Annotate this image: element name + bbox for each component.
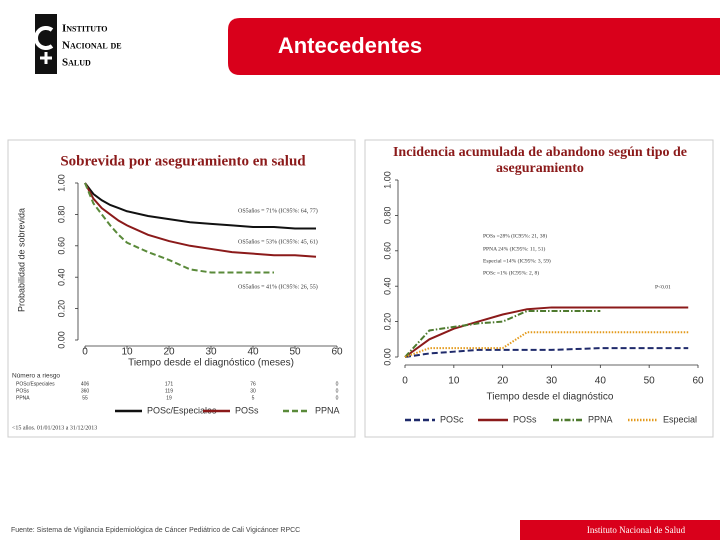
annotation: PPNA 24% (IC95%: 11, 51)	[483, 245, 545, 252]
legend-label: PPNA	[315, 405, 340, 415]
legend-label: PPNA	[588, 414, 613, 424]
legend-label: POSc/Especiales	[147, 405, 217, 415]
x-axis-title: Tiempo desde el diagnóstico (meses)	[128, 358, 294, 369]
risk-row-name: POSc/Especiales	[16, 381, 55, 387]
series-line	[84, 182, 316, 230]
annotation: Especial =14% (IC95%: 3, 59)	[483, 257, 551, 264]
y-tick-label: 0.60	[382, 242, 392, 260]
y-tick-label: 0.20	[382, 313, 392, 331]
x-tick-label: 0	[82, 347, 88, 358]
risk-value: 55	[82, 395, 88, 401]
y-tick-label: 0.00	[56, 331, 66, 349]
risk-value: 119	[165, 388, 173, 394]
legend-label: POSc	[440, 414, 464, 424]
y-axis-title: Probabilidad de sobrevida	[16, 208, 26, 312]
risk-value: 406	[81, 381, 90, 387]
series-line	[404, 347, 689, 358]
chart-panel	[7, 139, 356, 438]
risk-value: 76	[250, 381, 256, 387]
logo-text: Nacional de	[62, 40, 122, 52]
legend-label: POSs	[235, 405, 259, 415]
x-tick-label: 0	[402, 376, 408, 387]
logo-shape	[34, 26, 54, 50]
x-tick-label: 50	[289, 347, 301, 358]
legend-label: POSs	[513, 414, 537, 424]
risk-value: 5	[252, 395, 255, 401]
annotation: POSc =1% (IC95%: 2, 8)	[483, 269, 539, 276]
annotation: P<0.01	[655, 284, 671, 290]
chart-title: Sobrevida por aseguramiento en salud	[60, 153, 306, 169]
y-tick-label: 0.80	[382, 207, 392, 225]
y-tick-label: 0.40	[382, 277, 392, 295]
logo-shape	[40, 52, 52, 64]
source-note: Fuente: Sistema de Vigilancia Epidemioló…	[11, 527, 300, 534]
series-line	[404, 309, 601, 358]
y-tick-label: 0.40	[56, 268, 66, 286]
x-tick-label: 60	[331, 347, 343, 358]
risk-value: 30	[250, 388, 256, 394]
slide-title: Antecedentes	[278, 33, 422, 58]
x-tick-label: 30	[205, 347, 217, 358]
x-tick-label: 10	[121, 347, 133, 358]
y-tick-label: 1.00	[382, 171, 392, 189]
annotation: POSs =28% (IC95%: 21, 38)	[483, 232, 547, 239]
logo-text: Salud	[62, 57, 91, 69]
footnote: <15 años. 01/01/2013 a 31/12/2013	[12, 425, 97, 431]
chart-title: Incidencia acumulada de abandono según t…	[392, 145, 688, 176]
risk-value: 0	[336, 381, 339, 387]
risk-value: 171	[165, 381, 174, 387]
y-tick-label: 1.00	[56, 174, 66, 192]
x-tick-label: 10	[448, 376, 460, 387]
series-line	[84, 182, 274, 274]
footer-bar	[520, 520, 720, 540]
risk-value: 19	[166, 395, 172, 401]
y-tick-label: 0.00	[382, 348, 392, 366]
y-tick-label: 0.80	[56, 206, 66, 224]
x-tick-label: 20	[163, 347, 175, 358]
annotation: OS5años = 41% (IC95%: 26, 55)	[238, 283, 318, 290]
risk-table-title: Número a riesgo	[12, 373, 60, 380]
risk-value: 360	[81, 388, 90, 394]
x-tick-label: 60	[692, 376, 704, 387]
legend-label: Especial	[663, 414, 697, 424]
footer-institution: Instituto Nacional de Salud	[587, 525, 686, 535]
x-axis-title: Tiempo desde el diagnóstico	[487, 392, 614, 403]
risk-row-name: POSs	[16, 388, 30, 394]
x-tick-label: 40	[595, 376, 607, 387]
y-tick-label: 0.20	[56, 300, 66, 318]
x-tick-label: 40	[247, 347, 259, 358]
series-line	[84, 182, 317, 258]
logo-text: Instituto	[62, 23, 107, 35]
y-tick-label: 0.60	[56, 237, 66, 255]
annotation: OS5años = 53% (IC95%: 45, 61)	[238, 238, 318, 245]
series-line	[404, 331, 689, 358]
title-banner	[228, 18, 720, 75]
series-line	[404, 306, 689, 358]
risk-value: 0	[336, 395, 339, 401]
risk-row-name: PPNA	[16, 395, 30, 401]
x-tick-label: 50	[644, 376, 656, 387]
x-tick-label: 30	[546, 376, 558, 387]
annotation: OS5años = 71% (IC95%: 64, 77)	[238, 207, 318, 214]
chart-panel	[364, 139, 714, 438]
x-tick-label: 20	[497, 376, 509, 387]
risk-value: 0	[336, 388, 339, 394]
